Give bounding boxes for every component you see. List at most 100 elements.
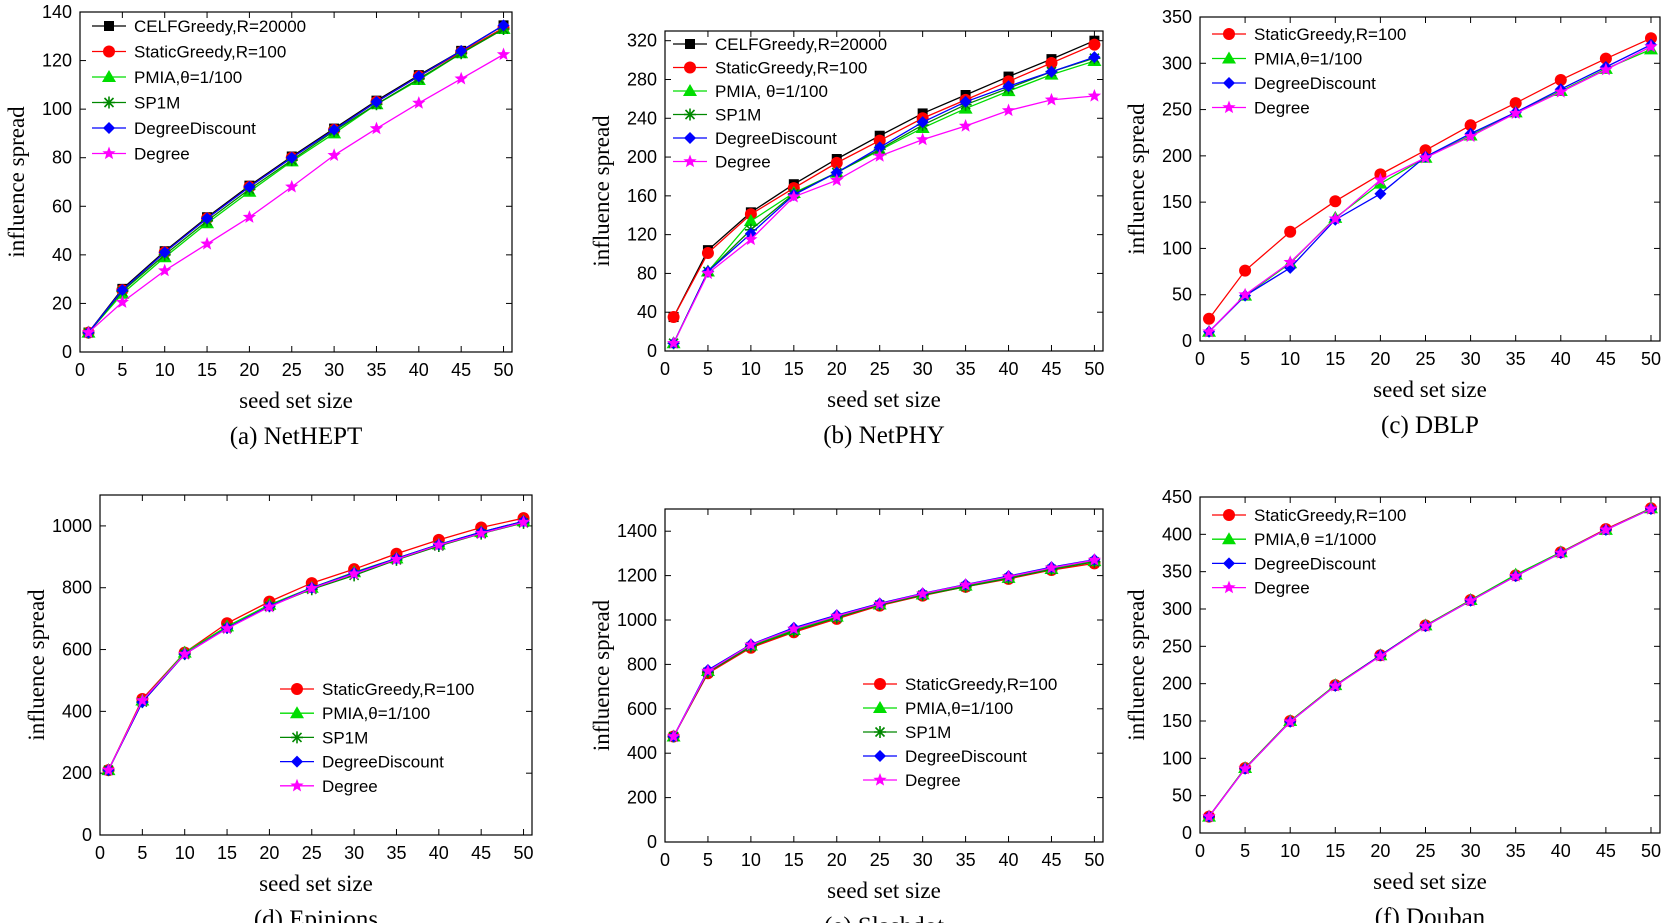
series-circle: [667, 557, 1101, 743]
data-point: [412, 96, 426, 109]
y-axis-label: influence spread: [24, 589, 49, 741]
x-tick-label: 20: [1370, 349, 1390, 369]
data-point: [830, 173, 844, 186]
x-tick-label: 10: [1280, 349, 1300, 369]
legend-label: PMIA,θ=1/100: [905, 699, 1013, 718]
data-point: [873, 134, 886, 147]
x-tick-label: 25: [302, 843, 322, 863]
data-point: [1509, 106, 1523, 119]
y-tick-label: 800: [627, 654, 657, 674]
data-point: [328, 123, 341, 136]
data-point: [1044, 560, 1059, 574]
data-point: [1045, 57, 1058, 69]
y-tick-label: 80: [637, 263, 657, 283]
x-tick-label: 25: [1415, 349, 1435, 369]
x-tick-label: 35: [956, 850, 976, 870]
data-point: [158, 246, 171, 259]
data-point: [1088, 51, 1101, 64]
data-point: [787, 621, 801, 635]
legend-label: PMIA,θ=1/100: [1254, 50, 1362, 69]
plot-frame: [99, 494, 533, 836]
x-tick-label: 0: [1195, 841, 1205, 861]
series-line: [107, 521, 524, 771]
series-line: [107, 520, 524, 771]
y-tick-label: 40: [637, 302, 657, 322]
data-point: [285, 151, 298, 164]
x-tick-label: 30: [324, 360, 344, 380]
data-point: [1202, 324, 1216, 338]
x-tick-label: 35: [1506, 349, 1526, 369]
data-point: [744, 637, 758, 651]
series-asterisk: [102, 516, 530, 777]
data-point: [432, 538, 446, 551]
data-point: [454, 71, 468, 85]
x-tick-label: 0: [1195, 349, 1205, 369]
y-tick-label: 0: [647, 341, 657, 361]
x-tick-label: 0: [660, 359, 670, 379]
legend-label: DegreeDiscount: [134, 119, 256, 138]
y-tick-label: 1000: [617, 610, 657, 630]
y-tick-label: 350: [1162, 562, 1192, 582]
data-point: [1328, 211, 1342, 225]
x-tick-label: 50: [1641, 841, 1661, 861]
legend-label: StaticGreedy,R=100: [1254, 506, 1406, 525]
y-tick-label: 1000: [52, 516, 92, 536]
data-point: [666, 729, 681, 743]
legend-label: Degree: [1254, 99, 1310, 118]
chart-panel-douban: 0 5 10 15 20 25 30 35 40 45 50 0 50 100 150 200 250 300 35…: [1120, 480, 1668, 923]
data-point: [220, 621, 234, 635]
subfigure-caption: (a) NetHEPT: [230, 423, 363, 450]
legend-label: CELFGreedy,R=20000: [715, 35, 887, 54]
legend-marker: [684, 61, 696, 74]
series-triangle: [666, 554, 1102, 742]
data-point: [1463, 129, 1478, 143]
x-tick-label: 10: [1280, 841, 1300, 861]
legend-marker: [102, 146, 116, 160]
y-tick-label: 0: [82, 825, 92, 845]
y-tick-label: 0: [1182, 823, 1192, 843]
data-point: [1554, 84, 1568, 98]
data-point: [1509, 569, 1523, 582]
data-point: [1283, 255, 1297, 268]
x-tick-label: 25: [870, 359, 890, 379]
y-tick-label: 400: [627, 743, 657, 763]
y-tick-label: 300: [1162, 599, 1192, 619]
legend-label: Degree: [1254, 579, 1310, 598]
series-asterisk: [667, 555, 1101, 743]
data-point: [1001, 569, 1016, 583]
legend-label: DegreeDiscount: [1254, 554, 1376, 573]
y-tick-label: 60: [52, 196, 72, 216]
data-point: [369, 121, 384, 135]
y-tick-label: 250: [1162, 636, 1192, 656]
data-point: [1599, 52, 1612, 65]
series-line: [107, 517, 524, 771]
data-point: [327, 148, 341, 161]
data-point: [1284, 225, 1297, 238]
legend-label: PMIA,θ =1/1000: [1254, 530, 1376, 549]
legend-marker: [1223, 77, 1235, 89]
chart-svg: 0 5 10 15 20 25 30 35 40 45 50 0 20 40 60 80 100 120 140 se…: [4, 2, 514, 450]
legend: StaticGreedy,R=100 PMIA,θ=1/100 DegreeDisc…: [1212, 25, 1406, 118]
legend: StaticGreedy,R=100 PMIA,θ=1/100 SP1M Degree…: [863, 675, 1057, 790]
series-diamond: [102, 515, 530, 777]
chart-panel-dblp: 0 5 10 15 20 25 30 35 40 45 50 0 50 100 150 200 250 300 35…: [1120, 0, 1668, 460]
legend: CELFGreedy,R=20000 StaticGreedy,R=100 PMIA…: [92, 17, 306, 164]
legend-marker: [103, 122, 115, 134]
y-tick-label: 100: [42, 99, 72, 119]
plot-frame: [1199, 496, 1661, 834]
x-tick-label: 5: [703, 359, 713, 379]
series-circle: [1203, 502, 1657, 823]
y-axis-label: influence spread: [1124, 589, 1149, 741]
legend: CELFGreedy,R=20000 StaticGreedy,R=100 PMIA…: [673, 35, 887, 172]
data-point: [1238, 761, 1252, 775]
data-point: [474, 526, 488, 539]
x-axis-label: seed set size: [827, 878, 941, 903]
data-point: [347, 566, 361, 580]
data-point: [158, 263, 172, 277]
y-tick-label: 240: [627, 108, 657, 128]
data-point: [242, 210, 257, 223]
legend-marker: [1222, 51, 1236, 64]
subfigure-caption: (b) NetPHY: [823, 422, 945, 449]
x-tick-label: 10: [741, 850, 761, 870]
